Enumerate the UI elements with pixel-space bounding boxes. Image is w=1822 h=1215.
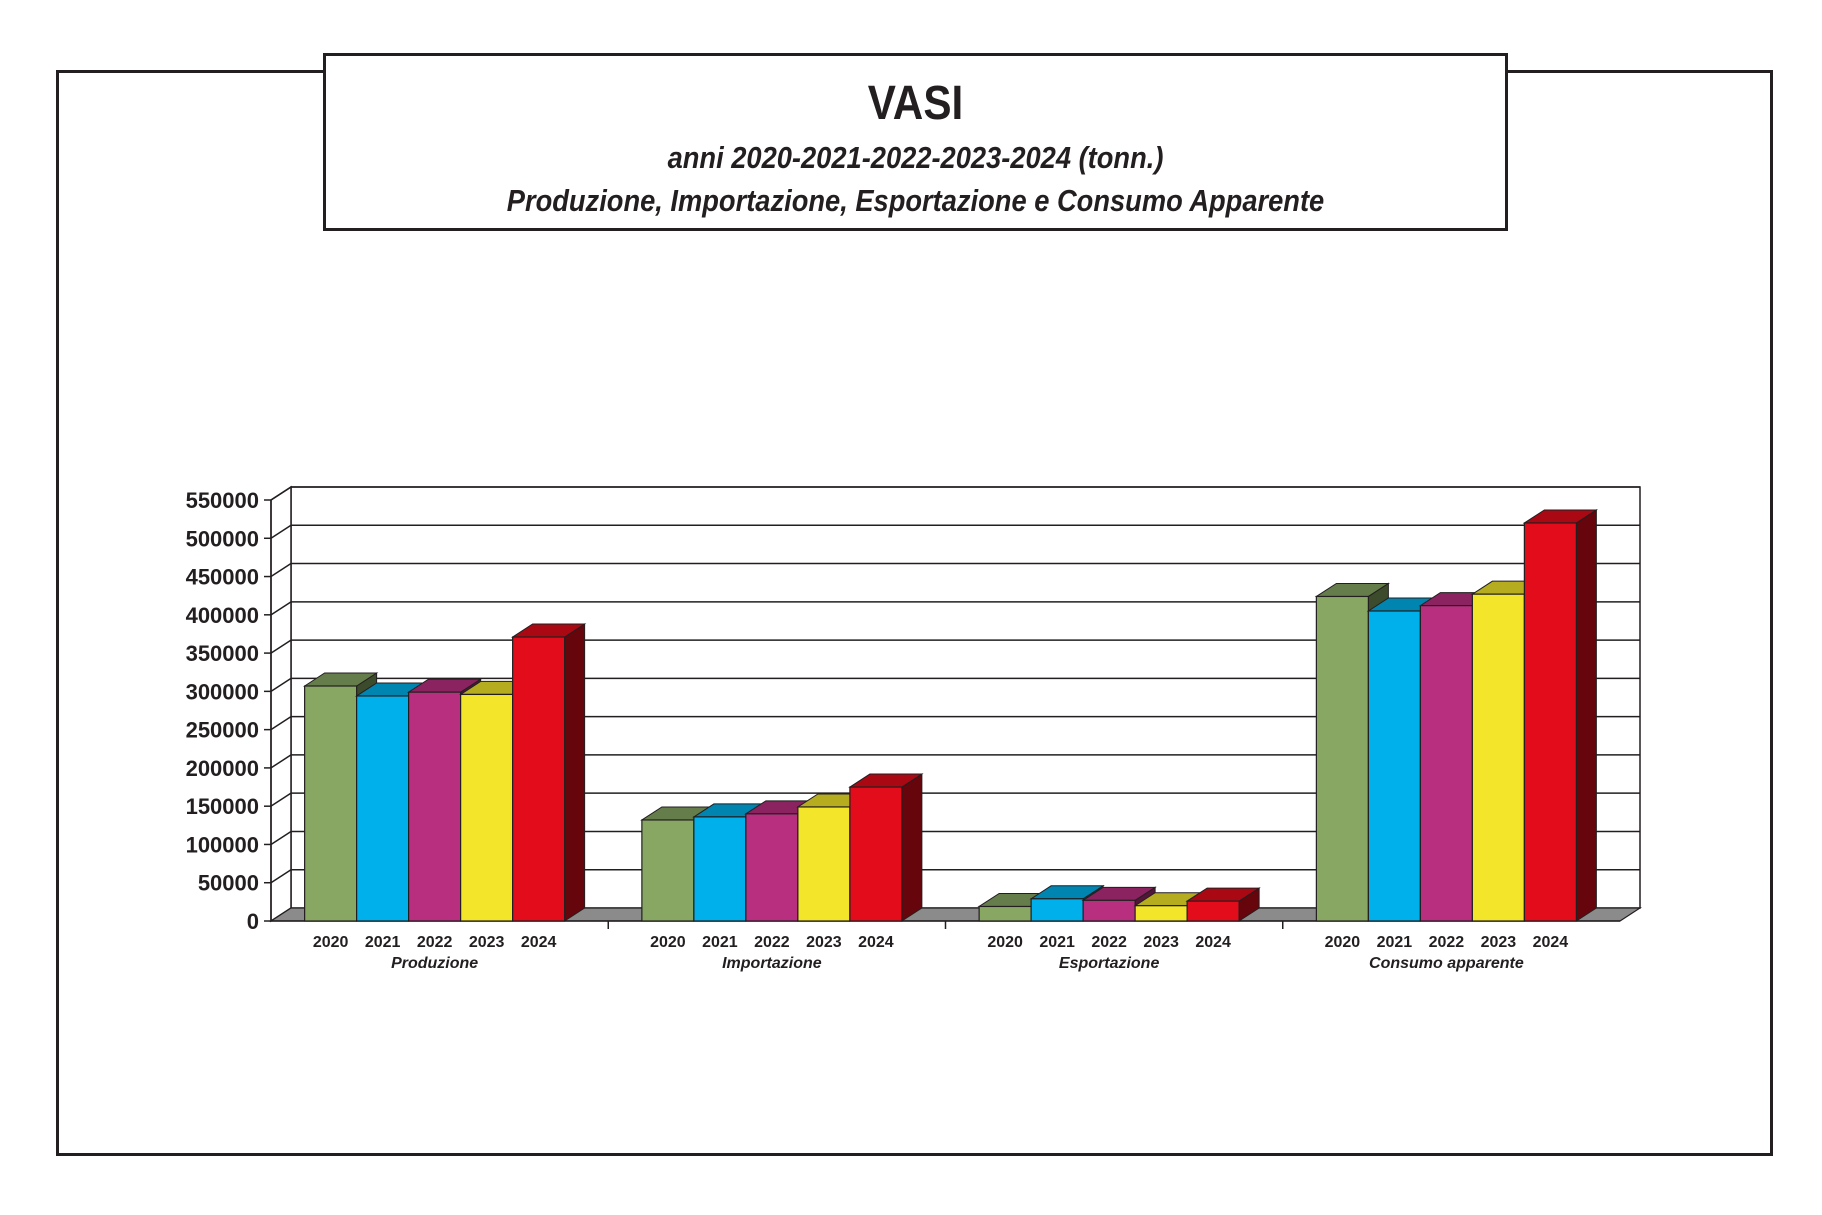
bar	[1471, 593, 1525, 922]
series-label: 2024	[1195, 934, 1231, 951]
gridline-side	[270, 601, 292, 616]
y-tick-label: 50000	[198, 871, 259, 896]
y-tick-label: 0	[247, 909, 259, 934]
y-tick-label: 450000	[186, 565, 259, 590]
gridline-side	[270, 677, 292, 692]
series-label: 2020	[1325, 934, 1361, 951]
series-label: 2024	[521, 934, 557, 951]
series-label: 2021	[365, 934, 401, 951]
y-tick-label: 300000	[186, 679, 259, 704]
y-tick-label: 500000	[186, 526, 259, 551]
bar	[641, 819, 695, 922]
y-tick-label: 100000	[186, 832, 259, 857]
chart-subtitle-years: anni 2020-2021-2022-2023-2024 (tonn.)	[667, 140, 1164, 175]
y-tick-label: 400000	[186, 603, 259, 628]
bar	[356, 695, 410, 922]
bar	[460, 693, 514, 922]
category-label: Importazione	[722, 955, 822, 972]
bar	[304, 685, 358, 922]
series-label: 2022	[1091, 934, 1127, 951]
bar	[408, 691, 462, 922]
series-label: 2023	[1143, 934, 1179, 951]
series-label: 2024	[1533, 934, 1569, 951]
title-box: VASI anni 2020-2021-2022-2023-2024 (tonn…	[323, 53, 1508, 231]
bar	[1367, 610, 1421, 922]
gridline-side	[270, 486, 292, 501]
bar-side	[1575, 509, 1597, 922]
chart-title: VASI	[867, 77, 964, 130]
gridline-side	[270, 716, 292, 731]
series-label: 2023	[469, 934, 505, 951]
series-label: 2021	[702, 934, 738, 951]
gridline-side	[270, 754, 292, 769]
gridline-side	[270, 792, 292, 807]
series-label: 2022	[417, 934, 453, 951]
chart-subtitle-measures: Produzione, Importazione, Esportazione e…	[506, 183, 1325, 218]
category-label: Produzione	[391, 955, 478, 972]
series-label: 2024	[858, 934, 894, 951]
series-label: 2021	[1377, 934, 1413, 951]
series-label: 2020	[650, 934, 686, 951]
series-label: 2023	[1481, 934, 1517, 951]
bar	[512, 636, 566, 922]
series-label: 2021	[1039, 934, 1075, 951]
gridline-side	[270, 562, 292, 578]
bar	[849, 786, 903, 922]
gridline-side	[270, 830, 292, 846]
bar	[693, 816, 747, 922]
bar-side	[564, 623, 586, 922]
gridline-side	[270, 639, 292, 654]
series-label: 2020	[313, 934, 349, 951]
gridline-side	[270, 524, 292, 539]
series-label: 2022	[1429, 934, 1465, 951]
bar	[1134, 905, 1188, 922]
bar	[1082, 899, 1136, 922]
bar	[797, 806, 851, 922]
y-tick-label: 350000	[186, 641, 259, 666]
plot-side-wall	[270, 485, 292, 923]
series-label: 2023	[806, 934, 842, 951]
bar	[1315, 595, 1369, 922]
series-label: 2020	[987, 934, 1023, 951]
y-tick-label: 550000	[186, 488, 259, 513]
y-tick-label: 150000	[186, 794, 259, 819]
bar	[1523, 522, 1577, 922]
bar	[745, 813, 799, 922]
bar	[978, 905, 1032, 922]
bar	[1186, 900, 1240, 922]
y-tick-label: 250000	[186, 718, 259, 743]
bar	[1419, 605, 1473, 922]
y-tick-label: 200000	[186, 756, 259, 781]
category-label: Consumo apparente	[1369, 955, 1524, 972]
gridline-side	[270, 869, 292, 884]
series-label: 2022	[754, 934, 790, 951]
category-label: Esportazione	[1059, 955, 1160, 972]
bar	[1030, 898, 1084, 922]
bar-side	[901, 773, 923, 922]
